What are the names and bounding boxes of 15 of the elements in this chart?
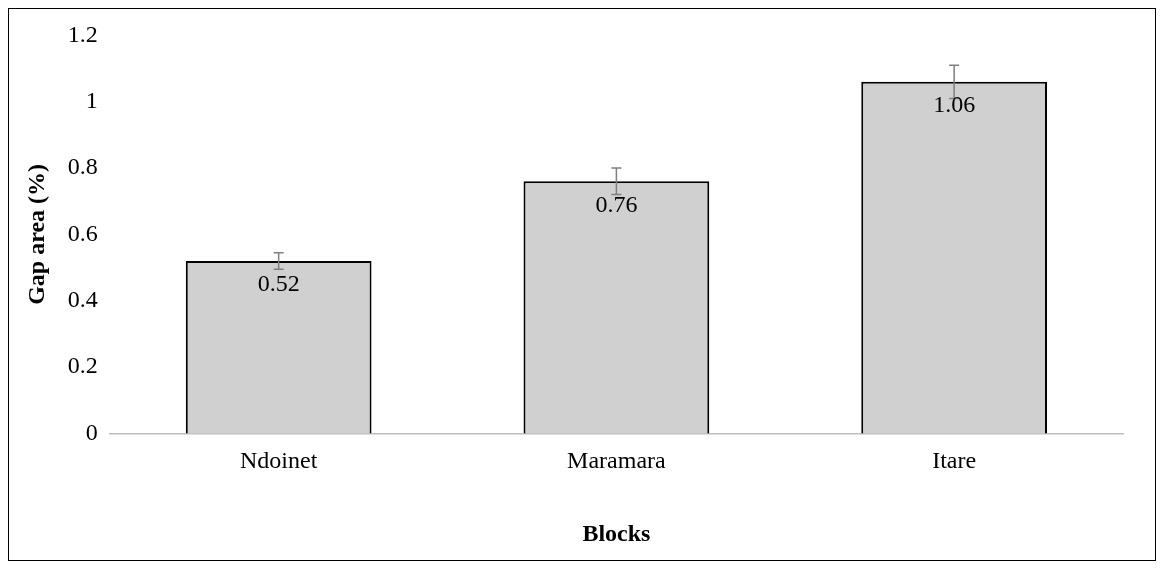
y-tick-label: 0.6	[67, 219, 98, 246]
x-axis-title: Blocks	[582, 519, 651, 546]
y-tick-label: 1	[85, 87, 98, 114]
x-tick-label: Maramara	[567, 447, 667, 474]
y-tick-label: 0	[85, 418, 98, 445]
y-tick-label: 0.2	[67, 352, 98, 379]
x-tick-label: Ndoinet	[240, 447, 318, 474]
y-tick-label: 0.4	[67, 286, 98, 313]
data-label: 1.06	[933, 91, 976, 118]
x-tick-label: Itare	[932, 447, 977, 474]
data-label: 0.52	[257, 270, 300, 297]
y-tick-label: 0.8	[67, 153, 98, 180]
y-axis-title: Gap area (%)	[22, 163, 49, 305]
y-tick-label: 1.2	[67, 20, 98, 47]
data-label: 0.76	[595, 190, 638, 217]
